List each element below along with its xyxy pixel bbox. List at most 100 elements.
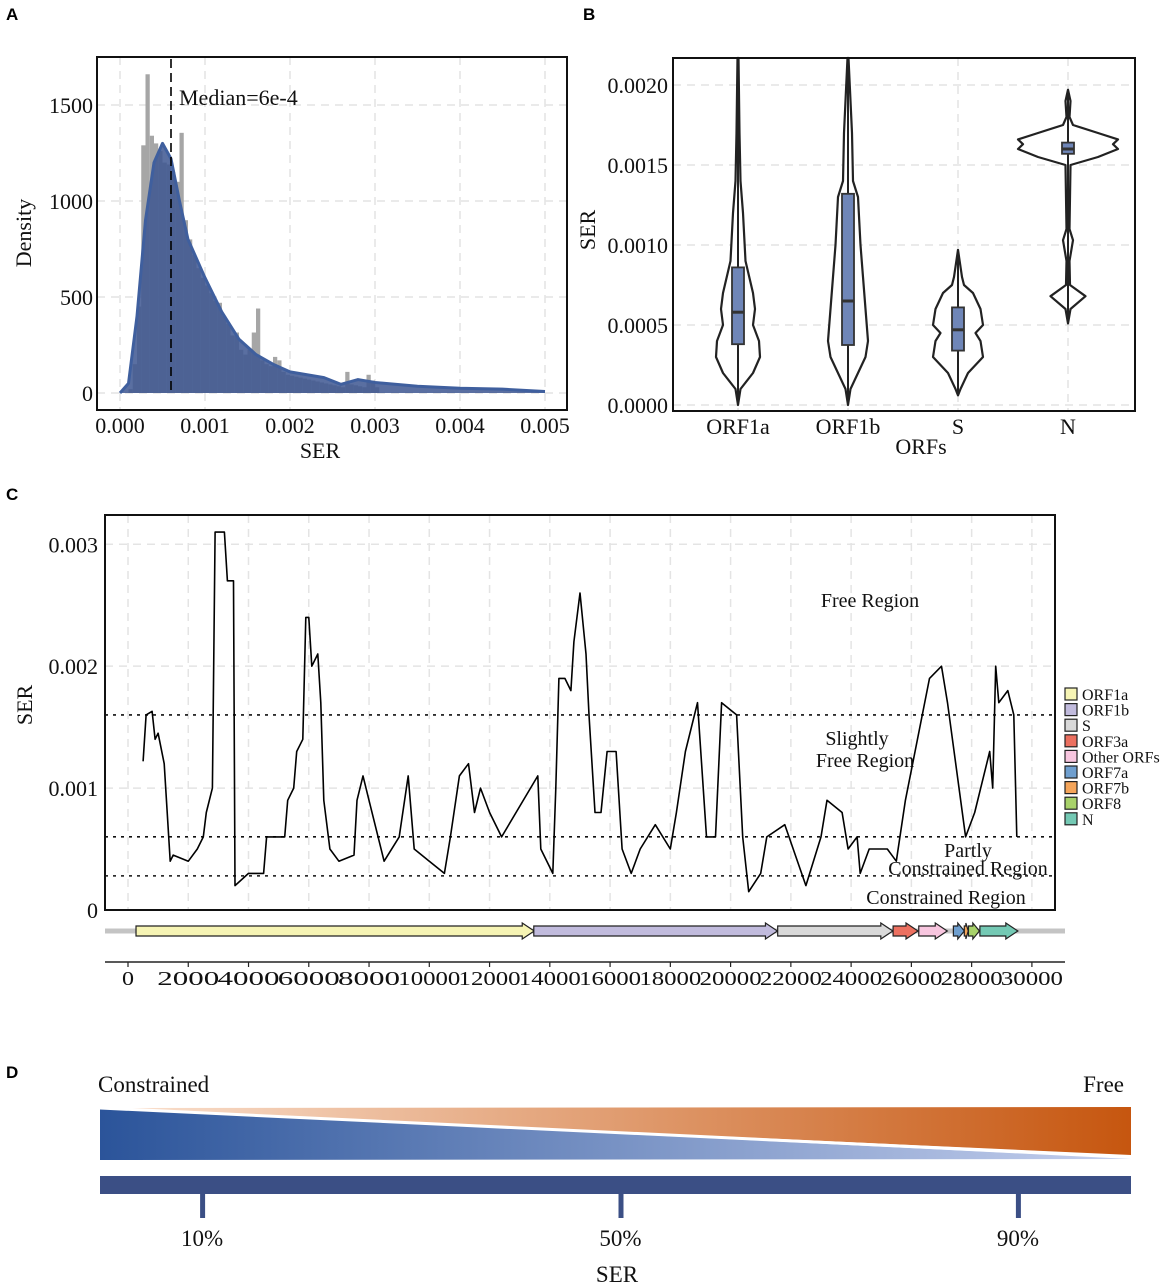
x-tick-label: N: [1060, 414, 1076, 439]
ser-scale-bar: [100, 1176, 1131, 1194]
plot-frame: [672, 57, 1136, 412]
legend-swatch: [1064, 734, 1078, 748]
x-tick-label: S: [952, 414, 964, 439]
constrained-label: Constrained: [98, 1072, 210, 1097]
panel-label-c: C: [6, 485, 18, 504]
box-ORF1b: [841, 192, 855, 346]
free-label: Free: [1083, 1072, 1124, 1097]
x-tick-label: 0: [122, 968, 134, 990]
legend-label: N: [1082, 812, 1094, 829]
x-tick-label: 12000: [459, 968, 521, 990]
x-tick-label: 0.004: [435, 413, 485, 438]
x-tick-label: 0.000: [95, 413, 145, 438]
panel-label-d: D: [6, 1063, 18, 1082]
y-tick-label: 500: [60, 285, 93, 310]
scale-tick-label: 10%: [181, 1226, 223, 1251]
panel-d-scale: 10% 50% 90% Constrained Free SER: [98, 1072, 1132, 1287]
histogram-bar: [256, 308, 261, 393]
x-tick-label: 30000: [1001, 968, 1063, 990]
panel-a-histogram: Median=6e-4 0.000 0.001 0.002 0.003 0.004 0.00…: [11, 56, 570, 463]
x-tick-label: 18000: [639, 968, 701, 990]
region-label: Constrained Region: [888, 858, 1047, 880]
x-tick-label: 0.003: [350, 413, 400, 438]
legend-swatch: [1064, 780, 1078, 795]
scale-tick-label: 90%: [997, 1226, 1039, 1251]
gene-arrow-orf7a: [952, 921, 966, 941]
panel-label-b: B: [583, 5, 595, 24]
x-tick-label: ORF1b: [816, 414, 881, 439]
x-tick-label: 28000: [941, 968, 1003, 990]
gene-arrow-orf1a: [135, 921, 536, 941]
legend-swatch: [1064, 796, 1078, 810]
x-tick-label: 8000: [338, 968, 400, 990]
legend-label: ORF3a: [1082, 734, 1128, 751]
y-tick-label: 0.0015: [608, 153, 669, 178]
gradient-divider: [99, 1106, 1132, 1159]
x-axis-label: SER: [300, 438, 341, 463]
gene-arrow-orf7b: [963, 922, 969, 940]
x-tick-label: 26000: [880, 968, 942, 990]
legend-swatch: [1064, 812, 1078, 826]
legend-swatch: [1064, 749, 1078, 764]
y-tick-label: 0.002: [49, 654, 99, 679]
gene-arrow-other-orfs: [918, 921, 949, 941]
region-label: Partly: [944, 840, 992, 862]
panel-b-violin: ORF1a ORF1b S N 0.0000 0.0005 0.0010 0.0015 0.00…: [575, 56, 1136, 459]
region-label: Free Region: [816, 750, 914, 772]
scale-axis-label: SER: [596, 1262, 639, 1287]
region-label: Constrained Region: [866, 887, 1025, 909]
y-tick-label: 1000: [49, 189, 93, 214]
panel-label-a: A: [6, 5, 18, 24]
x-tick-label: 6000: [278, 968, 340, 990]
y-tick-label: 0.0005: [608, 313, 669, 338]
density-area: [120, 143, 545, 393]
x-tick-label: 2000: [157, 968, 219, 990]
density-line: [118, 141, 546, 394]
x-tick-label: 10000: [398, 968, 460, 990]
median-annotation: Median=6e-4: [179, 85, 298, 110]
legend-swatch: [1064, 718, 1078, 732]
y-tick-label: 0.003: [49, 532, 99, 557]
plot-frame: [96, 56, 568, 411]
x-tick-label: 14000: [519, 968, 581, 990]
legend-swatch: [1064, 687, 1078, 701]
y-axis-label: SER: [575, 210, 600, 251]
legend-swatch: [1064, 702, 1078, 717]
y-tick-label: 1500: [49, 93, 93, 118]
legend-label: ORF1a: [1082, 687, 1128, 704]
y-tick-label: 0.001: [49, 776, 99, 801]
scale-tick: [1015, 1194, 1021, 1218]
scale-tick: [200, 1194, 206, 1218]
gene-arrow-orf3a: [892, 921, 920, 941]
region-label: Free Region: [821, 590, 919, 612]
scale-tick: [618, 1194, 624, 1218]
x-axis-label: ORFs: [895, 434, 946, 459]
legend-label: ORF7a: [1082, 765, 1128, 782]
legend-label: ORF8: [1082, 796, 1121, 813]
x-tick-label: 0.001: [180, 413, 230, 438]
ser-line: [142, 531, 1018, 893]
legend-label: ORF7b: [1082, 781, 1129, 798]
y-tick-label: 0: [87, 898, 98, 923]
x-tick-label: 24000: [820, 968, 882, 990]
x-tick-label: 0.002: [265, 413, 315, 438]
box-ORF1a: [731, 266, 745, 346]
x-tick-label: 22000: [760, 968, 822, 990]
y-tick-label: 0.0020: [608, 73, 669, 98]
gene-arrow-n: [979, 921, 1019, 941]
y-tick-label: 0: [82, 381, 93, 406]
legend-label: ORF1b: [1082, 703, 1129, 720]
gene-arrow-orf8: [967, 921, 981, 941]
legend-label: S: [1082, 718, 1091, 735]
x-tick-label: 4000: [218, 968, 280, 990]
x-tick-label: 16000: [579, 968, 641, 990]
region-label: Slightly: [825, 728, 888, 750]
legend-label: Other ORFs: [1082, 749, 1160, 766]
y-tick-label: 0.0010: [608, 233, 669, 258]
gene-arrow-orf1b: [533, 921, 779, 941]
y-axis-label: SER: [12, 685, 37, 726]
scale-tick-label: 50%: [599, 1226, 641, 1251]
gene-arrow-s: [777, 921, 894, 941]
legend-swatch: [1064, 765, 1078, 779]
